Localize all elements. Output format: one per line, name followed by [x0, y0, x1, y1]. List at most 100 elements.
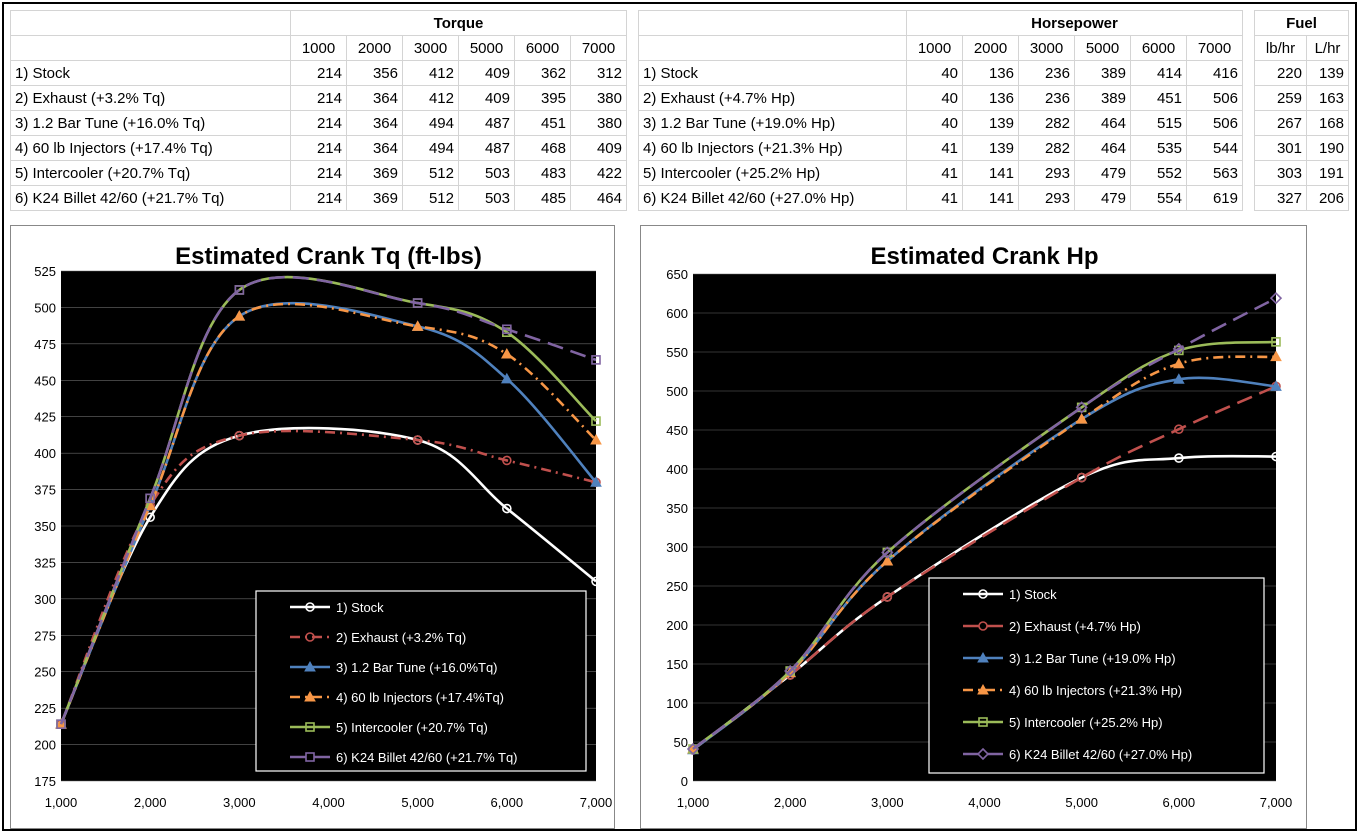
- data-point: [590, 433, 602, 445]
- data-point: [411, 320, 424, 331]
- x-tick-label: 4,000: [968, 795, 1001, 810]
- table-cell: 485: [514, 185, 571, 211]
- data-point: [1172, 342, 1185, 356]
- table-row: 2) Exhaust (+4.7% Hp) 40 136 236 389 451…: [638, 85, 1243, 111]
- x-tick-label: 1,000: [45, 795, 78, 810]
- table-cell: 487: [458, 135, 515, 161]
- table-cell: 479: [1074, 160, 1131, 186]
- horsepower-chart-svg: Estimated Crank Hp 0 50 100 150 200 250 300 350 4…: [666, 243, 1292, 810]
- table-row: 5) Intercooler (+20.7% Tq) 214 369 512 5…: [10, 160, 627, 186]
- table-cell: 380: [570, 110, 627, 136]
- table-cell: 389: [1074, 85, 1131, 111]
- y-tick-label: 200: [666, 618, 688, 633]
- table-row: 1) Stock 40 136 236 389 414 416: [638, 60, 1243, 86]
- legend-marker: [977, 683, 989, 695]
- table-cell: 503: [458, 185, 515, 211]
- table-cell: 544: [1186, 135, 1243, 161]
- y-tick-label: 500: [666, 384, 688, 399]
- legend-marker: [305, 632, 315, 642]
- table-cell: 494: [402, 135, 459, 161]
- data-point: [1174, 453, 1184, 463]
- data-point: [686, 742, 700, 756]
- table-row: 1) Stock 214 356 412 409 362 312: [10, 60, 627, 86]
- column-header: L/hr: [1306, 35, 1349, 61]
- table-row: 2) Exhaust (+3.2% Tq) 214 364 412 409 39…: [10, 85, 627, 111]
- table-cell: 414: [1130, 60, 1187, 86]
- horsepower-chart: Estimated Crank Hp 0 50 100 150 200 250 300 350 4…: [640, 225, 1307, 829]
- torque-table: Torque 1000 2000 3000 5000 6000 7000 1) …: [10, 10, 627, 211]
- y-tick-label: 350: [666, 501, 688, 516]
- table-row: 4) 60 lb Injectors (+17.4% Tq) 214 364 4…: [10, 135, 627, 161]
- y-tick-label: 100: [666, 696, 688, 711]
- data-point: [1172, 373, 1185, 384]
- table-cell: 267: [1254, 110, 1307, 136]
- table-cell: 563: [1186, 160, 1243, 186]
- table-cell: 236: [1018, 60, 1075, 86]
- legend-label: 5) Intercooler (+20.7% Tq): [336, 720, 488, 735]
- legend-label: 3) 1.2 Bar Tune (+19.0% Hp): [1009, 651, 1176, 666]
- x-tick-label: 2,000: [134, 795, 167, 810]
- horsepower-header-row: 1000 2000 3000 5000 6000 7000: [638, 35, 1243, 61]
- data-point: [1271, 337, 1281, 347]
- table-row: 4) 60 lb Injectors (+21.3% Hp) 41 139 28…: [638, 135, 1243, 161]
- row-label: 6) K24 Billet 42/60 (+21.7% Tq): [10, 185, 291, 211]
- data-point: [784, 664, 797, 678]
- table-cell: 312: [570, 60, 627, 86]
- fuel-table-title: Fuel: [1254, 10, 1349, 36]
- data-point: [590, 476, 602, 487]
- legend-marker: [305, 602, 315, 612]
- table-cell: 416: [1186, 60, 1243, 86]
- table-row: 267 168: [1254, 110, 1349, 136]
- table-cell: 41: [906, 135, 963, 161]
- data-point: [56, 719, 66, 729]
- row-label: 5) Intercooler (+20.7% Tq): [10, 160, 291, 186]
- table-cell: 451: [514, 110, 571, 136]
- row-label: 6) K24 Billet 42/60 (+27.0% Hp): [638, 185, 907, 211]
- torque-header-row: 1000 2000 3000 5000 6000 7000: [10, 35, 627, 61]
- data-point: [1172, 357, 1185, 369]
- table-cell: 409: [458, 60, 515, 86]
- table-row: 3) 1.2 Bar Tune (+19.0% Hp) 40 139 282 4…: [638, 110, 1243, 136]
- legend: 1) Stock 2) Exhaust (+4.7% Hp) 3) 1.2 Bar …: [928, 577, 1265, 774]
- table-cell: 293: [1018, 160, 1075, 186]
- data-point: [591, 576, 601, 587]
- table-cell: 214: [290, 135, 347, 161]
- torque-chart-svg: Estimated Crank Tq (ft-lbs) 175 200 225 250 2…: [34, 243, 612, 810]
- table-cell: 139: [962, 135, 1019, 161]
- table-cell: 503: [458, 160, 515, 186]
- y-tick-label: 325: [34, 555, 56, 570]
- x-tick-label: 6,000: [491, 795, 524, 810]
- y-tick-label: 0: [681, 774, 688, 789]
- table-cell: 506: [1186, 110, 1243, 136]
- fuel-table: Fuel lb/hr L/hr 220 139 259 163 267 168 301…: [1254, 10, 1349, 211]
- table-cell: 554: [1130, 185, 1187, 211]
- table-row: 259 163: [1254, 85, 1349, 111]
- legend-marker: [978, 589, 988, 599]
- legend-label: 1) Stock: [1009, 587, 1057, 602]
- table-cell: 303: [1254, 160, 1307, 186]
- data-point: [412, 298, 423, 308]
- legend-label: 5) Intercooler (+25.2% Hp): [1009, 715, 1163, 730]
- column-header: 1000: [290, 35, 347, 61]
- data-point: [1271, 451, 1281, 462]
- table-cell: 40: [906, 110, 963, 136]
- table-cell: 214: [290, 160, 347, 186]
- y-tick-label: 225: [34, 701, 56, 716]
- table-row: 303 191: [1254, 160, 1349, 186]
- legend-label: 2) Exhaust (+4.7% Hp): [1009, 619, 1141, 634]
- data-point: [1270, 380, 1282, 391]
- legend-box: [255, 590, 587, 772]
- y-tick-label: 525: [34, 264, 56, 279]
- column-header: 3000: [1018, 35, 1075, 61]
- data-point: [145, 493, 155, 504]
- table-cell: 535: [1130, 135, 1187, 161]
- legend-marker: [304, 660, 316, 672]
- table-row: 220 139: [1254, 60, 1349, 86]
- legend-marker: [304, 690, 316, 702]
- column-header: 7000: [1186, 35, 1243, 61]
- y-tick-label: 400: [34, 446, 56, 461]
- table-cell: 356: [346, 60, 403, 86]
- series-line: [59, 275, 597, 725]
- table-cell: 327: [1254, 185, 1307, 211]
